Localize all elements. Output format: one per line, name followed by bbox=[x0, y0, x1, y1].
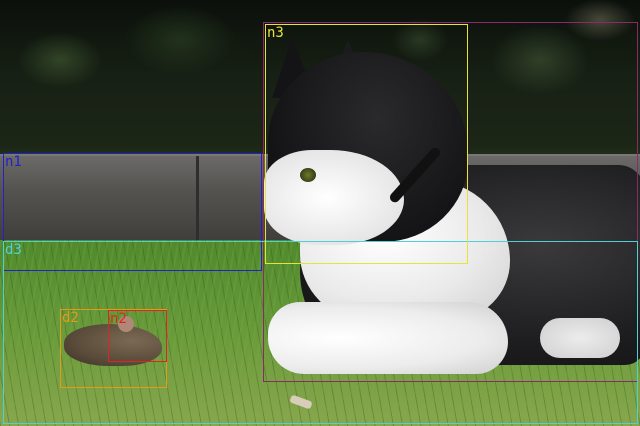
wall-seam bbox=[196, 156, 199, 242]
cat-eye bbox=[300, 168, 316, 182]
bbox-label-d2: d2 bbox=[62, 310, 79, 326]
bbox-label-n2: n2 bbox=[110, 311, 127, 327]
cat-hind-paw bbox=[540, 318, 620, 358]
cat-paw bbox=[268, 302, 508, 374]
bbox-n3: n3 bbox=[265, 24, 468, 264]
bbox-d3: d3 bbox=[3, 241, 638, 424]
bbox-label-d3: d3 bbox=[5, 242, 22, 258]
bbox-label-n1: n1 bbox=[5, 154, 22, 170]
mouse-ear bbox=[118, 316, 134, 332]
bbox-n1: n1 bbox=[3, 153, 262, 271]
bbox-n2: n2 bbox=[108, 310, 167, 362]
mouse bbox=[64, 324, 162, 366]
bbox-cat bbox=[263, 22, 638, 382]
bbox-label-n3: n3 bbox=[267, 25, 284, 41]
cat-face bbox=[264, 150, 404, 245]
